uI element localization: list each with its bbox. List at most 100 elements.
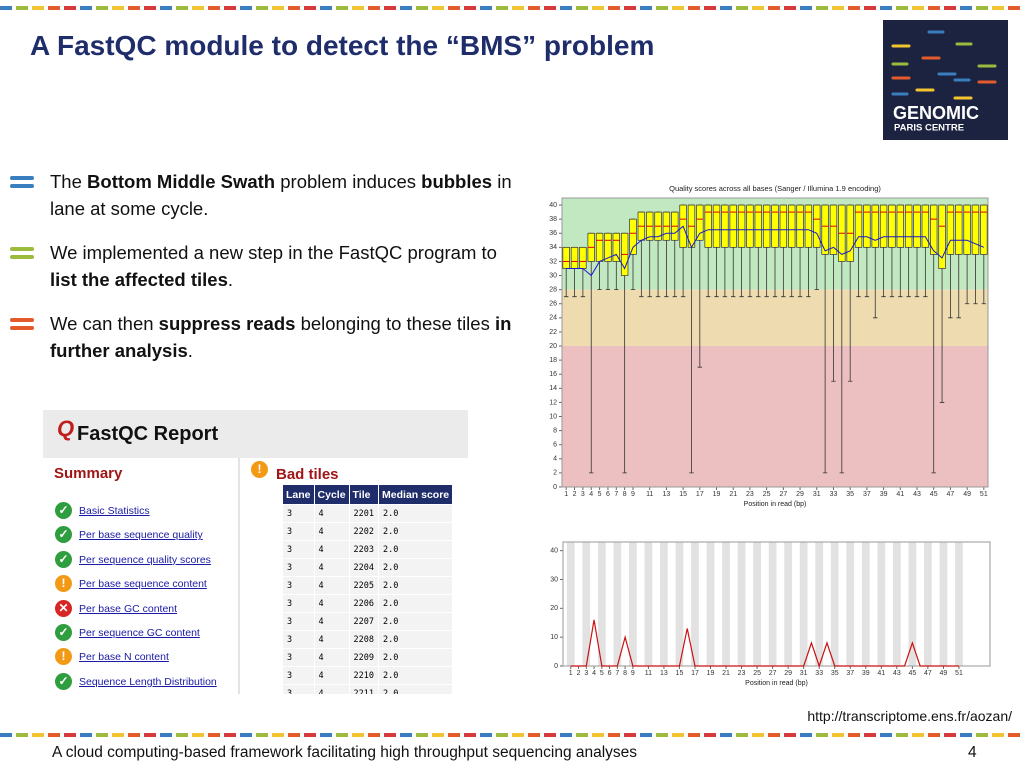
lower-whisker [948, 254, 953, 319]
bullet: We can then suppress reads belonging to … [10, 310, 520, 364]
x-tick-label: 1 [569, 670, 573, 677]
x-tick-label: 35 [831, 670, 839, 677]
table-cell: 2.0 [379, 595, 453, 612]
box [612, 232, 620, 262]
x-tick-label: 41 [896, 491, 904, 498]
status-icon: ! [251, 461, 268, 478]
divider [238, 458, 240, 694]
box [921, 204, 930, 248]
lower-whisker [739, 247, 744, 298]
box [696, 204, 704, 241]
stripe [706, 542, 715, 666]
bullet-text: . [227, 269, 233, 290]
x-tick-label: 19 [713, 491, 721, 498]
y-tick-label: 30 [550, 576, 558, 583]
stripe [675, 542, 684, 666]
table-cell: 2208 [349, 631, 379, 648]
box [904, 204, 913, 248]
stripe [644, 542, 653, 666]
y-tick-label: 38 [549, 216, 557, 223]
lower-whisker [831, 254, 836, 382]
y-tick-label: 4 [553, 456, 557, 463]
column-header: Tile [349, 485, 379, 504]
report-title: FastQC Report [77, 423, 219, 445]
stripe [768, 542, 777, 666]
table-cell: 2.0 [379, 631, 453, 648]
box [863, 204, 871, 248]
x-tick-label: 5 [600, 670, 604, 677]
box [762, 204, 771, 248]
status-icon: ✓ [55, 502, 72, 519]
logo-subtext: PARIS CENTRE [894, 123, 964, 134]
x-tick-label: 17 [691, 670, 699, 677]
y-tick-label: 34 [549, 244, 557, 251]
table-cell: 2206 [349, 595, 379, 612]
table-cell: 3 [283, 541, 314, 558]
lower-whisker [956, 254, 961, 319]
y-tick-label: 24 [549, 315, 557, 322]
x-tick-label: 25 [753, 670, 761, 677]
bullet-marker [10, 176, 34, 192]
lower-whisker [756, 247, 761, 298]
y-tick-label: 18 [549, 357, 557, 364]
x-tick-label: 35 [846, 491, 854, 498]
box [938, 204, 946, 269]
marker-bar [10, 176, 34, 180]
report-header [43, 410, 468, 458]
marker-bar [10, 247, 34, 251]
stripe [722, 542, 730, 666]
table-cell: 3 [283, 631, 314, 648]
box [871, 204, 879, 248]
x-tick-label: 41 [877, 670, 885, 677]
x-tick-label: 1 [564, 491, 568, 498]
box [712, 204, 721, 248]
lower-whisker [981, 254, 987, 305]
box [888, 204, 896, 248]
quality-band [562, 346, 988, 487]
x-tick-label: 2 [573, 491, 577, 498]
y-tick-label: 40 [549, 202, 557, 209]
lower-whisker [580, 268, 586, 298]
bullet-text: belonging to these tiles [295, 313, 495, 334]
table-row: 3 4 2208 2.0 [283, 631, 453, 648]
box [796, 204, 804, 248]
table-cell: 2.0 [379, 685, 453, 694]
summary-link: Sequence Length Distribution [79, 675, 217, 688]
quality-band [562, 289, 988, 347]
x-tick-label: 11 [646, 491, 653, 498]
table-row: 3 4 2203 2.0 [283, 541, 453, 558]
lower-whisker [914, 247, 920, 298]
x-tick-label: 45 [908, 670, 916, 677]
table-row: 3 4 2210 2.0 [283, 667, 453, 684]
summary-link: Per base sequence content [79, 578, 207, 591]
x-tick-label: 45 [930, 491, 938, 498]
x-tick-label: 9 [631, 491, 635, 498]
table-row: 3 4 2206 2.0 [283, 595, 453, 612]
box [562, 246, 570, 269]
status-icon: ✓ [55, 550, 72, 568]
bullet-marker [10, 247, 34, 263]
table-cell: 2.0 [379, 667, 453, 684]
x-tick-label: 15 [679, 491, 687, 498]
bullet-text: list the affected tiles [50, 269, 228, 290]
lower-whisker [939, 268, 945, 403]
bullet-text: Bottom Middle Swath [87, 171, 276, 192]
summary-link: Per sequence GC content [79, 627, 200, 639]
marker-bar [10, 318, 34, 322]
table-cell: 2.0 [379, 559, 453, 576]
lower-whisker [731, 247, 736, 298]
table-cell: 3 [283, 577, 314, 594]
lower-whisker [864, 247, 870, 298]
plot-frame [561, 197, 989, 488]
y-tick-label: 22 [549, 329, 557, 336]
lower-whisker [806, 247, 811, 298]
box [779, 204, 788, 248]
bullet-text: problem induces [275, 171, 422, 192]
table-cell: 2.0 [379, 523, 453, 540]
table-cell: 2209 [349, 649, 379, 666]
box [579, 246, 587, 269]
x-tick-label: 49 [963, 491, 971, 498]
status-icon: ! [55, 575, 72, 593]
x-tick-label: 21 [729, 491, 737, 498]
x-tick-label: 23 [746, 491, 754, 498]
